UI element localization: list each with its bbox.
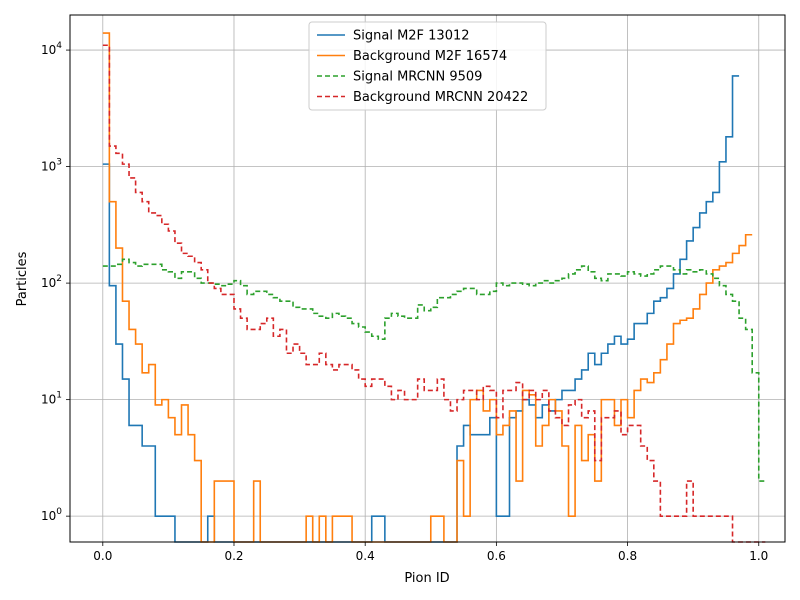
legend-label: Signal M2F 13012	[353, 29, 470, 44]
y-tick-label: 103	[41, 158, 62, 174]
y-tick-base: 10	[41, 509, 56, 523]
y-tick-label: 101	[41, 391, 62, 407]
y-axis-label: Particles	[15, 251, 30, 306]
y-tick-label: 102	[41, 274, 62, 290]
y-tick-label: 100	[41, 507, 62, 523]
x-tick-label: 0.0	[93, 549, 112, 563]
series-line	[102, 32, 753, 543]
series-line	[102, 44, 766, 543]
legend-label: Signal MRCNN 9509	[353, 70, 482, 85]
legend-label: Background MRCNN 20422	[353, 90, 528, 105]
legend-label: Background M2F 16574	[353, 49, 507, 64]
y-tick-exponent: 1	[56, 391, 62, 401]
x-tick-label: 0.2	[224, 549, 243, 563]
y-tick-exponent: 2	[56, 274, 62, 284]
y-tick-base: 10	[41, 43, 56, 57]
x-tick-label: 0.8	[618, 549, 637, 563]
series-layer	[102, 32, 766, 543]
legend-box	[308, 21, 547, 111]
x-tick-label: 1.0	[749, 549, 768, 563]
series-line	[102, 75, 740, 543]
x-axis-label: Pion ID	[404, 571, 449, 586]
x-tick-label: 0.6	[487, 549, 506, 563]
y-tick-exponent: 3	[56, 158, 62, 168]
y-tick-exponent: 4	[56, 41, 62, 51]
y-tick-base: 10	[41, 160, 56, 174]
y-tick-exponent: 0	[56, 507, 62, 517]
y-tick-base: 10	[41, 393, 56, 407]
y-tick-base: 10	[41, 276, 56, 290]
x-tick-label: 0.4	[356, 549, 375, 563]
x-axis-ticks: 0.0 0.2 0.4 0.6 0.8 1.0	[93, 542, 768, 563]
plot-frame	[69, 14, 786, 543]
legend: Signal M2F 13012 Background M2F 16574 Sign…	[308, 21, 547, 111]
y-tick-label: 104	[41, 41, 62, 57]
